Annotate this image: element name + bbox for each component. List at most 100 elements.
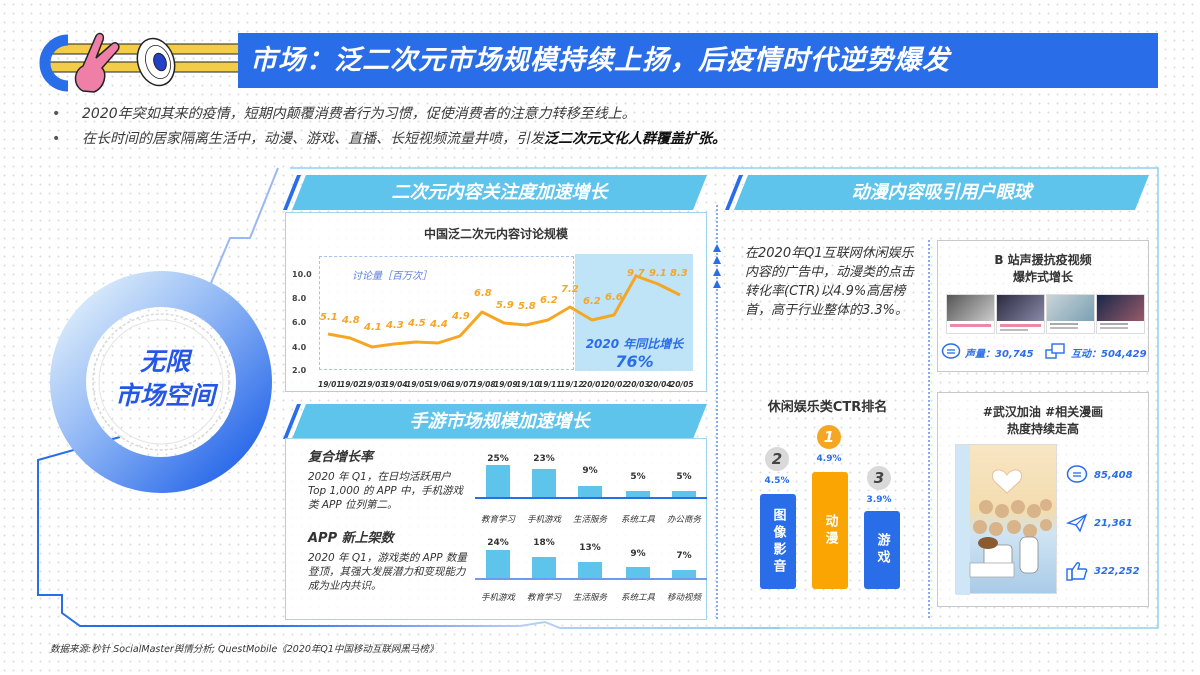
line-chart-title: 中国泛二次元内容讨论规模: [423, 227, 568, 241]
bar-baseline: [475, 497, 707, 499]
video-thumbnail[interactable]: [996, 294, 1045, 334]
x-tick: 19/02: [340, 380, 364, 389]
bar-value: 7%: [676, 551, 692, 561]
cagr-block: 复合增长率 2020 年 Q1，在日均活跃用户 Top 1,000 的 APP …: [308, 446, 468, 512]
y-tick: 10.0: [292, 270, 312, 279]
page-title: 市场：泛二次元市场规模持续上扬，后疫情时代逆势爆发: [238, 33, 1158, 88]
point-label: 6.2: [583, 296, 601, 307]
x-tick: 19/04: [384, 380, 408, 389]
x-tick: 19/12: [560, 380, 584, 389]
new-apps-heading: APP 新上架数: [308, 531, 394, 546]
x-tick: 19/08: [472, 380, 496, 389]
point-label: 7.2: [561, 284, 579, 295]
ctr-description: 在2020年Q1互联网休闲娱乐内容的广告中，动漫类的点击转化率(CTR)以4.9…: [745, 246, 915, 318]
rank-badge: 3: [867, 466, 891, 490]
bar-value: 13%: [579, 543, 601, 553]
chat-bubble-icon: [941, 343, 961, 359]
bar-value: 24%: [487, 538, 509, 548]
wuhan-card-title: #武汉加油 #相关漫画 热度持续走高: [982, 405, 1104, 436]
bar: [672, 491, 696, 497]
bar: [578, 486, 602, 497]
new-apps-block: APP 新上架数 2020 年 Q1，游戏类的 APP 数量登顶，其强大发展潜力…: [308, 527, 468, 593]
ctr-bar-games: 游戏: [864, 511, 900, 589]
bar: [532, 469, 556, 497]
ctr-bar-image-audio: 图像影音: [760, 494, 796, 589]
y-tick: 4.0: [292, 343, 307, 352]
x-tick: 20/05: [670, 380, 694, 389]
rank-badge: 2: [765, 447, 789, 471]
x-tick: 20/03: [626, 380, 650, 389]
video-thumbnail[interactable]: [1046, 294, 1095, 334]
data-source-footnote: 数据来源:秒针 SocialMaster舆情分析; QuestMobile《20…: [50, 644, 439, 655]
x-tick: 19/09: [494, 380, 518, 389]
point-label: 6.8: [474, 288, 492, 299]
ctr-value: 4.5%: [764, 476, 790, 486]
chat-bubble-icon: [1066, 465, 1088, 483]
point-label: 5.9: [496, 300, 514, 311]
x-tick: 20/04: [648, 380, 672, 389]
bar-category: 生活服务: [572, 515, 607, 525]
point-label: 4.1: [364, 322, 382, 333]
x-tick: 19/07: [450, 380, 474, 389]
point-label: 5.1: [320, 312, 338, 323]
x-tick: 19/01: [318, 380, 342, 389]
bar-category: 系统工具: [620, 515, 655, 525]
bar-category: 移动视频: [666, 593, 701, 603]
point-label: 6.2: [540, 295, 558, 306]
comments-icon: [1045, 343, 1065, 359]
bar-category: 生活服务: [572, 593, 607, 603]
x-tick: 19/05: [406, 380, 430, 389]
bar: [578, 562, 602, 578]
bar-value: 9%: [630, 549, 646, 559]
bullet-item: 2020年突如其来的疫情，短期内颠覆消费者行为习惯，促使消费者的注意力转移至线上…: [52, 104, 726, 129]
point-label: 9.1: [649, 268, 667, 279]
yoy-growth-annotation: 2020 年同比增长 76%: [585, 337, 684, 371]
bar: [672, 570, 696, 578]
section-banner-anime-eyeballs: 动漫内容吸引用户眼球: [734, 175, 1149, 210]
thumbs-up-icon: [1066, 562, 1088, 581]
bar-value: 9%: [582, 466, 598, 476]
y-tick: 2.0: [292, 366, 307, 375]
bar-category: 办公商务: [666, 515, 701, 525]
bar-category: 系统工具: [620, 593, 655, 603]
ctr-value: 4.9%: [816, 454, 842, 464]
intro-bullets: 2020年突如其来的疫情，短期内颠覆消费者行为习惯，促使消费者的注意力转移至线上…: [52, 104, 726, 154]
bar-value: 5%: [676, 472, 692, 482]
cagr-text: 2020 年 Q1，在日均活跃用户 Top 1,000 的 APP 中，手机游戏…: [308, 471, 463, 511]
bar-category: 手机游戏: [526, 515, 561, 525]
point-label: 6.6: [605, 292, 623, 303]
bar: [532, 557, 556, 578]
point-label: 4.9: [452, 311, 470, 322]
bar-value: 5%: [630, 472, 646, 482]
series-label: 讨论量［百万次］: [352, 271, 432, 282]
c-letter-icon: [39, 34, 69, 92]
video-thumbnail[interactable]: [1096, 294, 1145, 334]
x-tick: 19/03: [362, 380, 386, 389]
comic-likes: 322,252: [1066, 561, 1140, 581]
point-label: 5.8: [518, 301, 536, 312]
x-tick: 20/01: [582, 380, 606, 389]
bar-value: 25%: [487, 454, 509, 464]
x-tick: 19/10: [516, 380, 540, 389]
new-apps-text: 2020 年 Q1，游戏类的 APP 数量登顶，其强大发展潜力和变现能力成为业内…: [308, 552, 467, 592]
point-label: 4.5: [408, 318, 426, 329]
bar-category: 手机游戏: [480, 593, 515, 603]
market-space-label: 无限 市场空间: [114, 347, 215, 410]
bar: [486, 550, 510, 578]
section-banner-mobile-games: 手游市场规模加速增长: [292, 404, 707, 439]
bar-baseline: [475, 578, 707, 580]
peace-hand-icon: [74, 32, 120, 93]
ctr-value: 3.9%: [866, 495, 892, 505]
point-label: 8.3: [670, 268, 688, 279]
point-label: 4.4: [430, 319, 448, 330]
paper-plane-icon: [1066, 513, 1088, 533]
bilibili-volume: 声量：30,745: [941, 343, 1034, 361]
point-label: 4.8: [342, 315, 360, 326]
bar-category: 教育学习: [526, 593, 561, 603]
bar-value: 23%: [533, 454, 555, 464]
comic-shares: 21,361: [1066, 513, 1133, 533]
x-tick: 20/02: [604, 380, 628, 389]
video-thumbnail[interactable]: [946, 294, 995, 334]
section-banner-anime-attention: 二次元内容关注度加速增长: [292, 175, 707, 210]
header-logo: [28, 26, 244, 96]
